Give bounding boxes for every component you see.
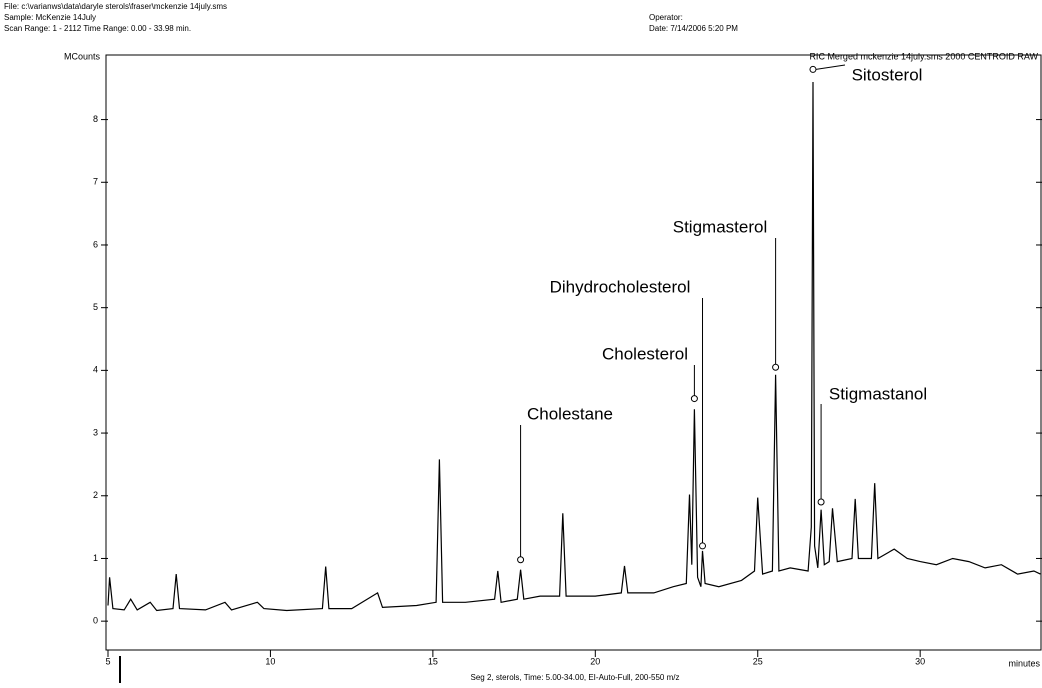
sample: Sample: McKenzie 14July	[4, 13, 96, 22]
x-tick-label: 30	[915, 656, 925, 666]
date: Date: 7/14/2006 5:20 PM	[649, 24, 738, 33]
x-axis-label: minutes	[1008, 658, 1040, 668]
y-tick-label: 7	[93, 177, 98, 187]
x-tick-label: 15	[428, 656, 438, 666]
y-tick-label: 0	[93, 616, 98, 626]
peak-marker	[809, 65, 817, 73]
x-tick-label: 10	[265, 656, 275, 666]
peak-marker	[817, 498, 825, 506]
x-tick-label: 25	[753, 656, 763, 666]
operator: Operator:	[649, 13, 683, 22]
y-tick-label: 8	[93, 114, 98, 124]
trace	[107, 81, 1041, 612]
leader-line	[815, 64, 846, 70]
y-axis-label: MCounts	[64, 51, 101, 61]
footer: Seg 2, sterols, Time: 5.00-34.00, EI-Aut…	[471, 673, 680, 682]
y-tick-label: 2	[93, 490, 98, 500]
y-tick-label: 4	[93, 365, 98, 375]
trace-title: RIC Merged mckenzie 14july.sms 2000 CENT…	[809, 51, 1038, 61]
peak-marker	[517, 556, 525, 564]
peak-marker	[699, 542, 707, 550]
peak-label: Sitosterol	[852, 65, 923, 84]
peak-label: Cholestane	[527, 404, 613, 423]
y-tick-label: 3	[93, 427, 98, 437]
y-tick-label: 6	[93, 239, 98, 249]
peak-label: Dihydrocholesterol	[550, 277, 691, 296]
peak-label: Stigmastanol	[829, 384, 927, 403]
file-path: File: c:\varianws\data\daryle sterols\fr…	[4, 2, 227, 11]
peak-marker	[772, 363, 780, 371]
peak-marker	[690, 395, 698, 403]
x-tick-label: 20	[590, 656, 600, 666]
y-tick-label: 5	[93, 302, 98, 312]
scan-range: Scan Range: 1 - 2112 Time Range: 0.00 - …	[4, 24, 191, 33]
peak-label: Stigmasterol	[673, 217, 767, 236]
plot-frame	[105, 54, 1042, 651]
y-tick-label: 1	[93, 553, 98, 563]
x-tick-label: 5	[105, 656, 110, 666]
peak-label: Cholesterol	[602, 344, 688, 363]
